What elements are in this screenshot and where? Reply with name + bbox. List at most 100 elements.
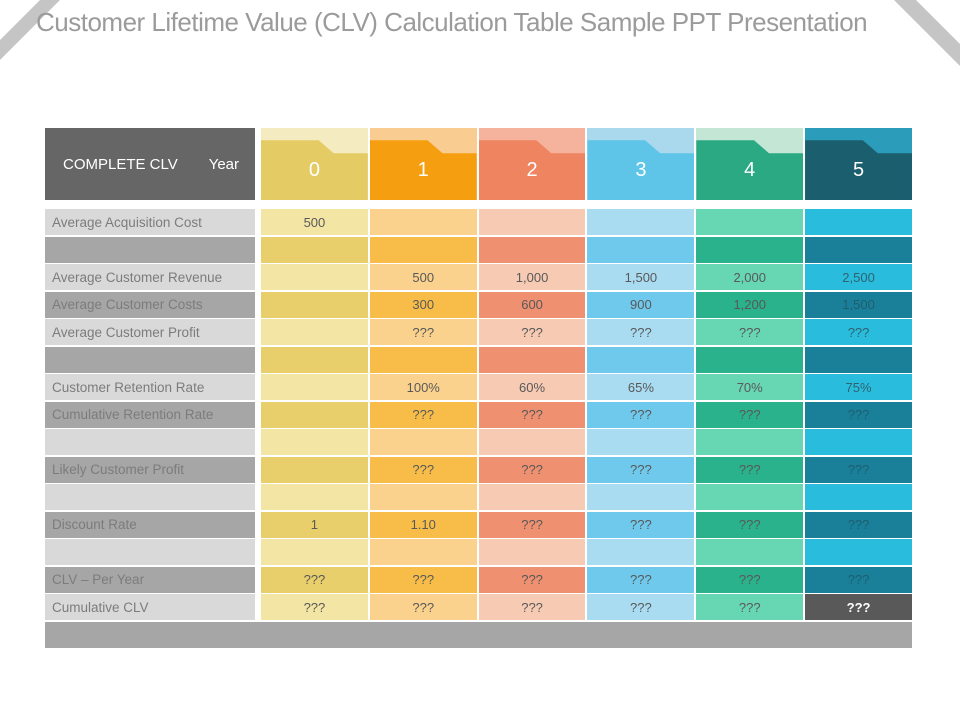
table-cell <box>587 539 695 565</box>
table-cell: ??? <box>696 456 804 483</box>
table-cell <box>805 346 912 373</box>
table-cell: ??? <box>478 594 586 620</box>
table-cell: 600 <box>478 291 586 318</box>
row-label: Average Acquisition Cost <box>45 209 255 235</box>
table-cell <box>261 429 368 455</box>
table-cell: ??? <box>369 594 477 620</box>
table-title: COMPLETE CLV <box>63 155 178 173</box>
table-cell <box>369 429 477 455</box>
table-cell: ??? <box>805 511 912 538</box>
table-header-corner-cell: COMPLETE CLV Year <box>45 128 255 200</box>
table-cell <box>261 374 368 400</box>
slide-title: Customer Lifetime Value (CLV) Calculatio… <box>36 7 868 37</box>
table-cell: 75% <box>805 374 912 400</box>
table-cell <box>478 484 586 510</box>
table-row <box>45 429 912 455</box>
table-cell: ??? <box>478 319 586 345</box>
table-cell <box>369 539 477 565</box>
table-cell: ??? <box>696 594 804 620</box>
table-cell <box>261 264 368 290</box>
table-cell <box>261 236 368 263</box>
table-header-row: COMPLETE CLV Year 0 1 2 3 4 5 <box>45 128 912 200</box>
table-cell <box>587 484 695 510</box>
table-cell <box>696 209 804 235</box>
table-cell: ??? <box>587 594 695 620</box>
table-cell: 65% <box>587 374 695 400</box>
table-cell: 500 <box>261 209 368 235</box>
table-row <box>45 346 912 373</box>
row-label: Likely Customer Profit <box>45 456 255 483</box>
table-cell: ??? <box>261 566 368 593</box>
table-cell: 70% <box>696 374 804 400</box>
table-cell <box>478 346 586 373</box>
year-tab-number: 4 <box>744 159 756 181</box>
table-row: Customer Retention Rate 100% 60% 65% 70% 75% <box>45 374 912 400</box>
table-cell: ??? <box>805 566 912 593</box>
table-cell <box>805 484 912 510</box>
table-cell <box>261 539 368 565</box>
table-cell <box>805 539 912 565</box>
year-tab-folder-icon: 3 <box>587 140 695 200</box>
table-cell <box>261 456 368 483</box>
table-cell <box>261 291 368 318</box>
table-row: Discount Rate 1 1.10???????????? <box>45 511 912 538</box>
table-cell: ??? <box>478 456 586 483</box>
year-tab-number: 1 <box>417 159 429 181</box>
row-label: Average Customer Revenue <box>45 264 255 290</box>
year-tab-folder-icon: 5 <box>805 140 912 200</box>
table-cell: ??? <box>696 566 804 593</box>
row-label: Average Customer Costs <box>45 291 255 318</box>
table-cell: ??? <box>369 401 477 428</box>
table-cell <box>478 209 586 235</box>
year-tab-3: 3 <box>587 128 695 200</box>
year-tab-number: 3 <box>635 159 647 181</box>
table-cell <box>587 346 695 373</box>
table-cell <box>369 209 477 235</box>
year-tab-folder-icon: 2 <box>478 140 586 200</box>
table-cell <box>261 319 368 345</box>
table-cell: ??? <box>696 319 804 345</box>
table-cell: 100% <box>369 374 477 400</box>
row-label <box>45 539 255 565</box>
table-row: Average Customer Profit ??????????????? <box>45 319 912 345</box>
table-cell: ??? <box>369 566 477 593</box>
row-label: Discount Rate <box>45 511 255 538</box>
table-cell: 300 <box>369 291 477 318</box>
table-cell: 1,500 <box>587 264 695 290</box>
year-tab-2: 2 <box>478 128 586 200</box>
table-cell: ??? <box>478 511 586 538</box>
table-row <box>45 539 912 565</box>
table-cell: 1.10 <box>369 511 477 538</box>
table-row <box>45 484 912 510</box>
table-cell <box>369 484 477 510</box>
year-axis-label: Year <box>208 155 239 173</box>
clv-table: COMPLETE CLV Year 0 1 2 3 4 5 Average <box>45 128 912 648</box>
table-cell <box>261 401 368 428</box>
table-cell: 1,200 <box>696 291 804 318</box>
table-cell <box>369 236 477 263</box>
corner-ribbon-left-icon <box>0 0 60 60</box>
table-cell <box>805 209 912 235</box>
table-cell: 900 <box>587 291 695 318</box>
table-cell <box>587 209 695 235</box>
table-cell: 1 <box>261 511 368 538</box>
table-row: Cumulative Retention Rate ??????????????… <box>45 401 912 428</box>
table-row: Likely Customer Profit ??????????????? <box>45 456 912 483</box>
table-cell: 500 <box>369 264 477 290</box>
table-cell: ??? <box>805 319 912 345</box>
table-row: CLV – Per Year ?????????????????? <box>45 566 912 593</box>
table-cell <box>696 539 804 565</box>
table-cell: 1,500 <box>805 291 912 318</box>
table-cell <box>696 236 804 263</box>
year-tab-5: 5 <box>805 128 912 200</box>
year-tab-folder-icon: 0 <box>261 140 368 200</box>
row-label <box>45 346 255 373</box>
table-cell <box>478 236 586 263</box>
table-cell: ??? <box>587 401 695 428</box>
table-row: Average Customer Revenue 500 1,000 1,500 2,… <box>45 264 912 290</box>
table-row: Average Acquisition Cost 500 <box>45 209 912 235</box>
table-cell <box>478 429 586 455</box>
row-label <box>45 484 255 510</box>
table-cell: 1,000 <box>478 264 586 290</box>
